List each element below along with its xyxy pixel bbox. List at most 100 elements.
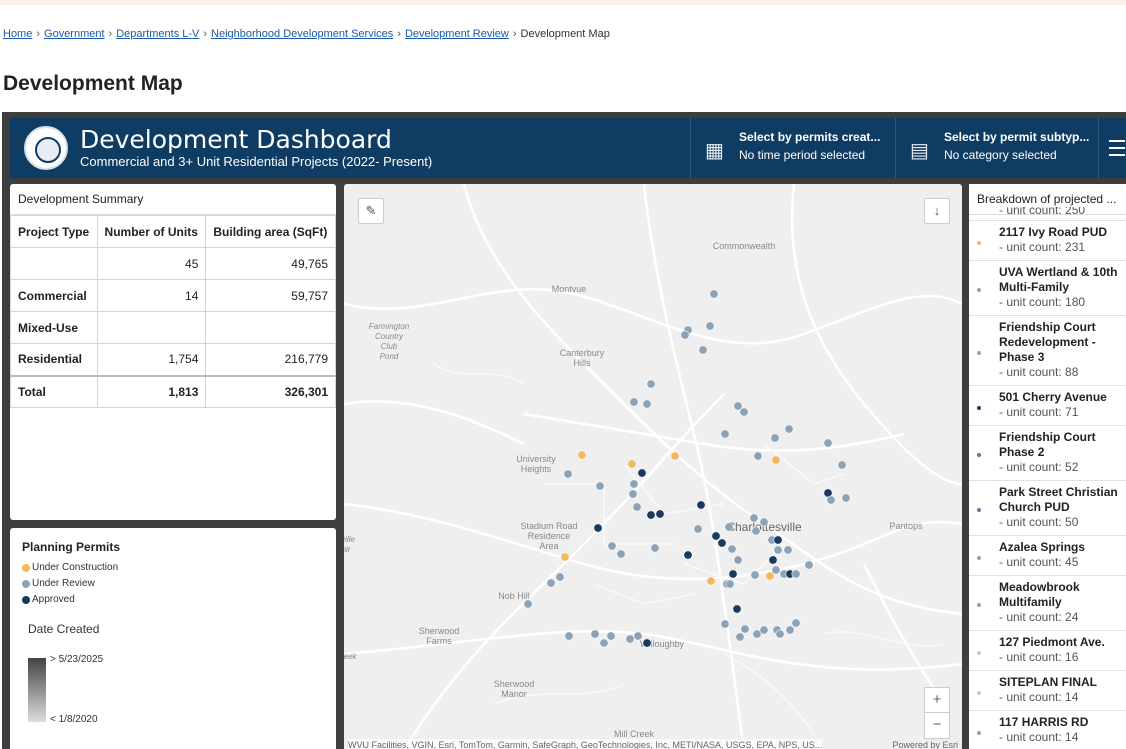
list-item[interactable]: SITEPLAN FINAL - unit count: 14 bbox=[969, 671, 1126, 711]
legend-item: Under Construction bbox=[10, 560, 336, 576]
unit-count: - unit count: 231 bbox=[999, 240, 1086, 254]
permit-point bbox=[768, 555, 778, 565]
permit-point bbox=[775, 629, 785, 639]
road bbox=[403, 393, 725, 749]
wrench-icon[interactable]: ✎ bbox=[358, 198, 384, 224]
list-item[interactable]: Park Street Christian Church PUD - unit c… bbox=[969, 481, 1126, 536]
document-icon: ▤ bbox=[910, 140, 929, 162]
project-name: Park Street Christian Church PUD bbox=[999, 485, 1118, 514]
place-label: Canterbury bbox=[560, 348, 605, 358]
dashboard: Development Dashboard Commercial and 3+ … bbox=[2, 112, 1126, 749]
breadcrumb-development-review-link[interactable]: Development Review bbox=[404, 28, 509, 40]
permit-point bbox=[577, 450, 587, 460]
permit-point bbox=[785, 625, 795, 635]
powered-by-esri[interactable]: Powered by Esri bbox=[892, 740, 958, 749]
permit-point bbox=[563, 469, 573, 479]
permit-point bbox=[642, 399, 652, 409]
circle-icon bbox=[977, 508, 981, 512]
circle-icon bbox=[977, 405, 981, 410]
development-map[interactable]: Commonwealth Montvue Farmington Country Club… bbox=[344, 184, 962, 749]
permit-point bbox=[546, 578, 556, 588]
permit-date-filter[interactable]: ▦ Select by permits creat... No time per… bbox=[690, 118, 895, 178]
list-item[interactable]: Azalea Springs - unit count: 45 bbox=[969, 536, 1126, 576]
dashboard-subtitle: Commercial and 3+ Unit Residential Proje… bbox=[80, 154, 433, 169]
planning-permits-legend: Planning Permits Under Construction Unde… bbox=[10, 528, 336, 749]
column-header: Number of Units bbox=[96, 215, 207, 248]
list-item[interactable]: 117 HARRIS RD - unit count: 14 bbox=[969, 711, 1126, 749]
project-name: 501 Cherry Avenue bbox=[999, 390, 1107, 404]
project-name: SITEPLAN FINAL bbox=[999, 675, 1097, 689]
project-name: Meadowbrook Multifamily bbox=[999, 580, 1080, 609]
map-canvas[interactable]: Commonwealth Montvue FarmingtonCountryClub… bbox=[344, 184, 962, 749]
table-row: Mixed-Use bbox=[10, 311, 336, 344]
place-label: sville bbox=[344, 535, 355, 544]
breadcrumb-nds-link[interactable]: Neighborhood Development Services bbox=[211, 28, 394, 40]
zoom-in-button[interactable]: + bbox=[925, 688, 949, 713]
permit-point bbox=[564, 631, 574, 641]
map-attribution: WVU Facilities, VGIN, Esri, TomTom, Garm… bbox=[348, 739, 823, 749]
road bbox=[723, 653, 815, 735]
place-label: Pantops bbox=[889, 521, 923, 531]
permit-point bbox=[837, 460, 847, 470]
breakdown-list[interactable]: - unit count: 250 2117 Ivy Road PUD - unit… bbox=[969, 207, 1126, 749]
circle-icon bbox=[977, 690, 981, 695]
place-label: Montvue bbox=[552, 284, 587, 294]
breadcrumb-departments-link[interactable]: Departments L-V bbox=[116, 28, 200, 40]
zoom-out-button[interactable]: − bbox=[932, 716, 942, 733]
permit-point bbox=[751, 526, 761, 536]
place-label: Farms bbox=[426, 636, 452, 646]
permit-point bbox=[733, 555, 743, 565]
permit-point bbox=[728, 569, 738, 579]
place-label: Club bbox=[381, 342, 398, 351]
permit-point bbox=[841, 493, 851, 503]
project-name: Azalea Springs bbox=[999, 540, 1086, 554]
permit-point bbox=[629, 397, 639, 407]
permit-point bbox=[724, 522, 734, 532]
list-item[interactable]: 127 Piedmont Ave. - unit count: 16 bbox=[969, 631, 1126, 671]
place-label: Sherwood bbox=[419, 626, 460, 636]
permit-point bbox=[625, 634, 635, 644]
project-name: Friendship Court Redevelopment - Phase 3 bbox=[999, 320, 1096, 364]
permit-point bbox=[735, 632, 745, 642]
project-name: 127 Piedmont Ave. bbox=[999, 635, 1105, 649]
permit-point bbox=[705, 321, 715, 331]
list-item[interactable]: Meadowbrook Multifamily - unit count: 24 bbox=[969, 576, 1126, 631]
permit-point bbox=[560, 552, 570, 562]
road bbox=[544, 483, 674, 545]
list-item[interactable]: - unit count: 250 bbox=[969, 207, 1126, 221]
unit-count: - unit count: 16 bbox=[999, 650, 1079, 664]
city-seal-logo bbox=[24, 126, 68, 170]
permit-point bbox=[593, 523, 603, 533]
hamburger-menu-icon[interactable] bbox=[1098, 118, 1126, 178]
list-item[interactable]: UVA Wertland & 10th Multi-Family - unit c… bbox=[969, 261, 1126, 316]
permit-point bbox=[753, 451, 763, 461]
permit-subtype-filter[interactable]: ▤ Select by permit subtyp... No category… bbox=[895, 118, 1100, 178]
list-item[interactable]: Friendship Court Redevelopment - Phase 3… bbox=[969, 316, 1126, 386]
breadcrumb-government-link[interactable]: Government bbox=[44, 28, 105, 40]
permit-point bbox=[646, 510, 656, 520]
list-item[interactable]: Friendship Court Phase 2- unit count: 52 bbox=[969, 426, 1126, 481]
road bbox=[790, 184, 962, 486]
permit-point bbox=[696, 500, 706, 510]
total-row: Total 1,813 326,301 bbox=[10, 374, 336, 408]
page-title: Development Map bbox=[3, 72, 183, 95]
permit-point bbox=[646, 379, 656, 389]
permit-point bbox=[698, 345, 708, 355]
table-row: Residential 1,754 216,779 bbox=[10, 343, 336, 376]
chevron-double-down-icon[interactable]: ↓ bbox=[924, 198, 950, 224]
permit-point bbox=[759, 625, 769, 635]
permit-point bbox=[637, 468, 647, 478]
permit-point bbox=[523, 599, 533, 609]
project-name: 2117 Ivy Road PUD bbox=[999, 225, 1108, 239]
project-name: 117 HARRIS RD bbox=[999, 715, 1089, 729]
permit-point bbox=[750, 570, 760, 580]
permit-point bbox=[791, 569, 801, 579]
list-item[interactable]: 2117 Ivy Road PUD - unit count: 231 bbox=[969, 221, 1126, 261]
road bbox=[763, 443, 845, 485]
summary-title: Development Summary bbox=[10, 184, 336, 215]
breadcrumb-home-link[interactable]: Home bbox=[3, 28, 33, 40]
place-label: Commonwealth bbox=[713, 241, 776, 251]
list-item[interactable]: 501 Cherry Avenue - unit count: 71 bbox=[969, 386, 1126, 426]
unit-count: - unit count: 24 bbox=[999, 610, 1079, 624]
permit-point bbox=[804, 560, 814, 570]
